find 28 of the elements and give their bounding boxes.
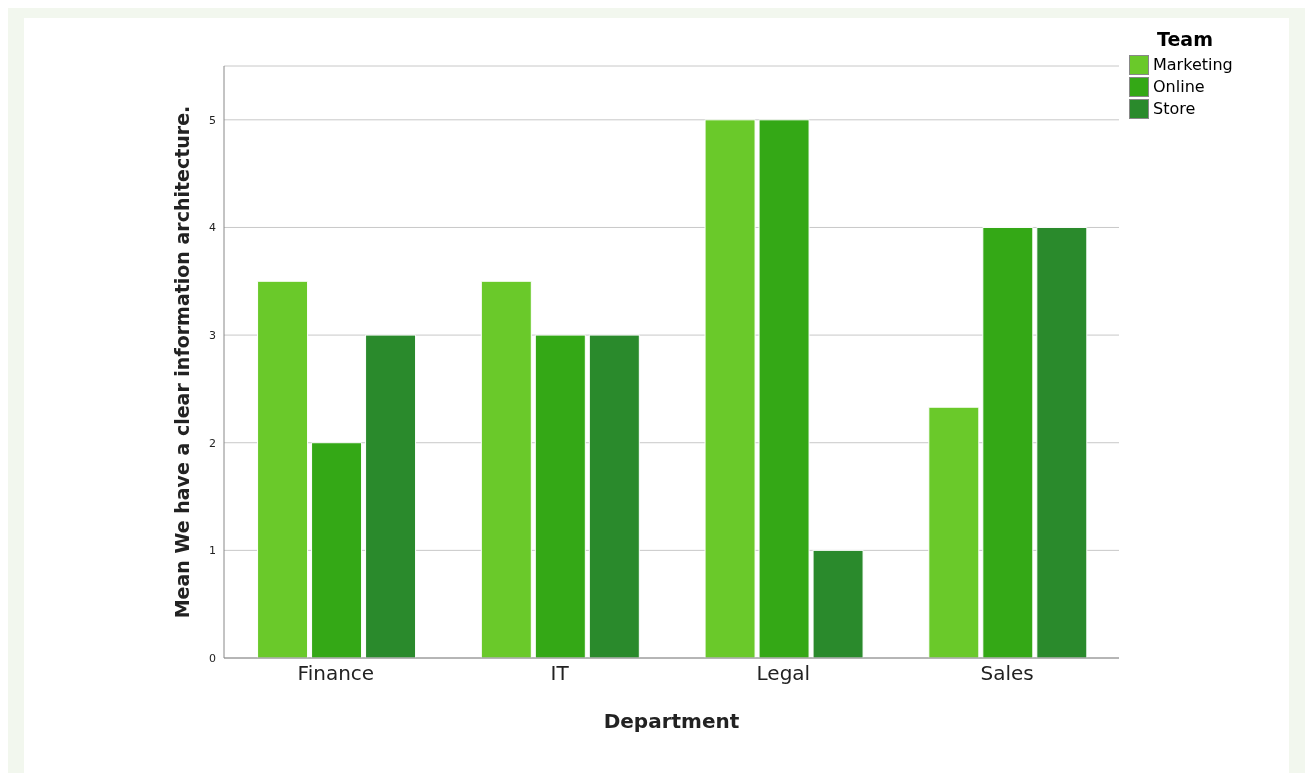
y-axis-title: Mean We have a clear information architecture. xyxy=(170,105,193,619)
legend-label: Store xyxy=(1153,98,1196,120)
bar xyxy=(812,549,864,658)
y-tick-label: 2 xyxy=(209,436,216,450)
bar xyxy=(534,334,586,658)
bar xyxy=(928,406,980,658)
legend-label: Marketing xyxy=(1153,54,1233,76)
x-tick-label: Finance xyxy=(297,661,375,686)
legend-label: Online xyxy=(1153,76,1205,98)
x-tick-label: IT xyxy=(550,661,570,686)
legend-title: Team xyxy=(1157,28,1214,50)
bar xyxy=(480,280,532,658)
y-tick-label: 5 xyxy=(209,113,216,127)
x-axis-title: Department xyxy=(603,709,740,733)
bar xyxy=(588,334,640,658)
bar xyxy=(982,226,1034,658)
x-tick-label: Legal xyxy=(756,661,811,686)
bar xyxy=(1036,226,1088,658)
y-tick-label: 4 xyxy=(209,221,216,235)
y-tick-label: 0 xyxy=(209,651,216,665)
y-tick-label: 3 xyxy=(209,329,216,342)
bar xyxy=(311,442,363,658)
bar xyxy=(704,119,756,658)
y-tick-label: 1 xyxy=(209,544,216,558)
x-tick-label: Sales xyxy=(980,661,1034,686)
bar xyxy=(758,119,810,658)
bar xyxy=(365,334,417,658)
bar xyxy=(257,280,309,658)
